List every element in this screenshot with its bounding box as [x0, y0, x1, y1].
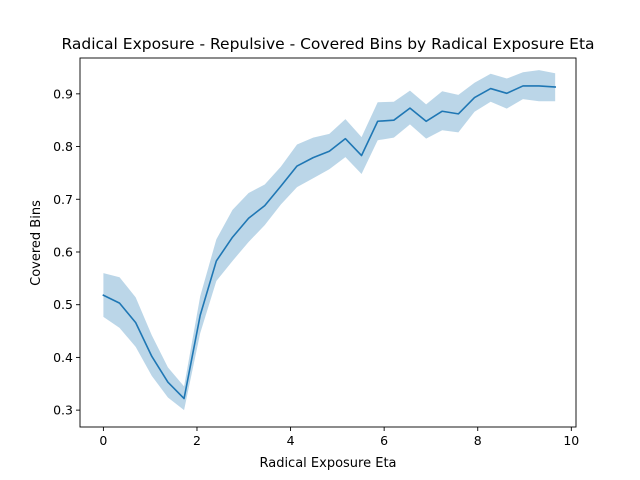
chart-title: Radical Exposure - Repulsive - Covered B… [61, 35, 594, 53]
y-tick-label: 0.9 [53, 86, 73, 101]
x-tick-label: 4 [287, 433, 295, 448]
x-tick-label: 6 [380, 433, 388, 448]
x-tick-label: 0 [99, 433, 107, 448]
x-axis-label: Radical Exposure Eta [259, 456, 396, 471]
x-tick-label: 2 [193, 433, 201, 448]
y-tick-label: 0.7 [53, 192, 73, 207]
axes: 0 2 4 6 8 10 0.3 0.4 0.5 0.6 0.7 0.8 0.9 [53, 57, 579, 448]
y-tick-label: 0.8 [53, 139, 73, 154]
plot-area [102, 70, 557, 411]
plot-frame [79, 57, 577, 428]
y-tick-label: 0.3 [53, 403, 73, 418]
series-line [102, 85, 557, 400]
x-tick-label: 10 [563, 433, 579, 448]
y-tick-label: 0.6 [53, 244, 73, 259]
y-axis-label: Covered Bins [29, 200, 44, 286]
x-tick-label: 8 [474, 433, 482, 448]
confidence-band [103, 70, 556, 411]
y-tick-label: 0.5 [53, 297, 73, 312]
y-tick-label: 0.4 [53, 350, 73, 365]
